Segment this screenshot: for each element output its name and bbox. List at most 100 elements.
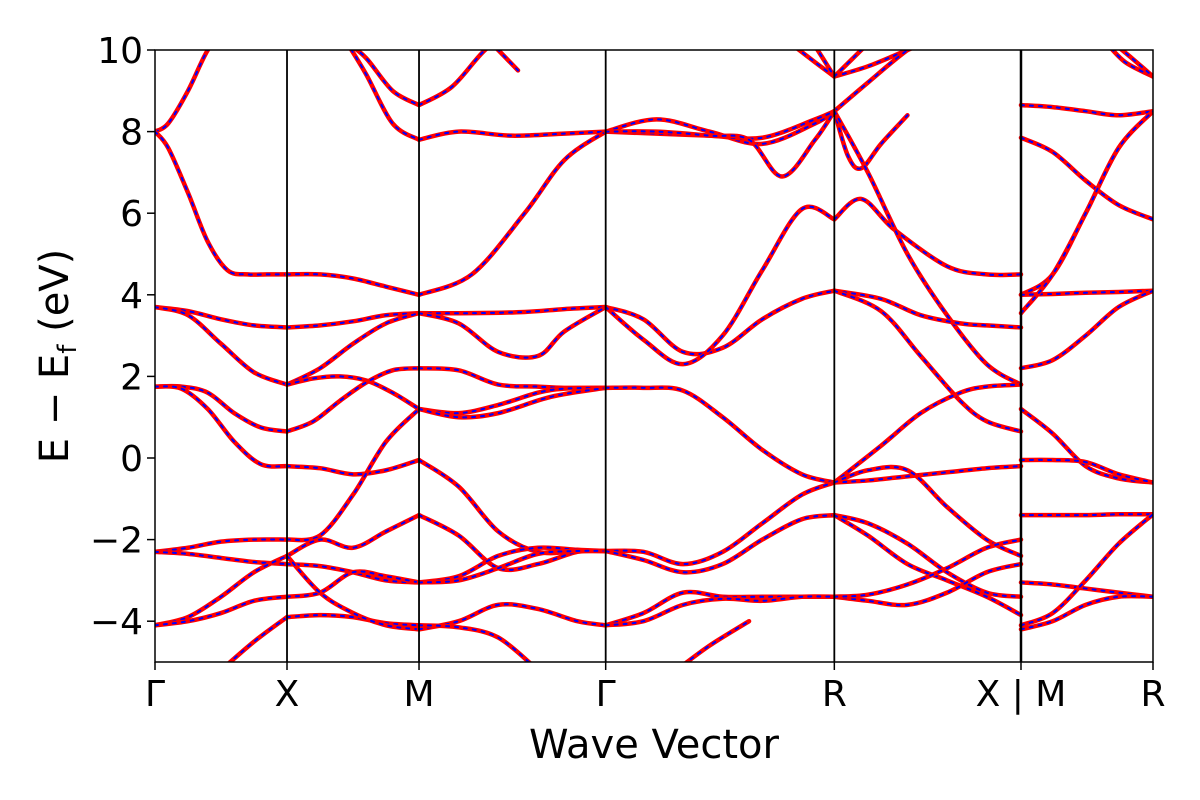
band-overlay-81 [1120,50,1153,78]
band-line-45 [603,385,837,485]
band-overlay-70 [1019,110,1153,296]
x-tick-label-5: X | M [976,674,1067,715]
band-overlay-6 [155,538,289,553]
band-overlay-5 [155,385,289,468]
band-lines [155,50,1153,662]
band-overlay-43 [604,289,836,356]
band-overlay-44 [604,205,836,366]
band-line-54 [832,50,865,79]
band-overlay-24 [350,50,421,141]
band-overlay-1 [155,130,289,276]
band-overlay-21 [286,614,421,627]
band-overlay-25 [418,50,487,107]
band-overlay-14 [286,375,421,411]
band-overlay-78 [1019,513,1153,627]
y-axis-label-subscript: f [53,344,83,354]
band-line-30 [416,365,608,391]
band-overlay-55 [833,110,909,170]
x-tick-label-0: Γ [145,674,165,715]
y-tick-label-5: 0 [120,439,143,480]
band-overlay-15 [286,367,421,433]
band-line-47 [603,512,837,575]
band-line-78 [1018,512,1153,628]
band-overlay-48 [604,591,836,627]
band-line-58 [832,108,1024,387]
band-overlay-54 [833,50,863,78]
band-overlay-58 [833,110,1022,386]
y-tick-label-2: 6 [120,194,143,235]
band-overlay-51 [797,50,836,78]
band-line-38 [416,623,533,662]
band-overlay-56 [833,50,910,113]
band-overlay-49 [604,595,836,627]
band-overlay-16 [286,459,421,476]
band-line-20 [284,569,422,599]
band-overlay-32 [418,386,607,419]
band-line-43 [603,288,837,357]
y-axis-label: E − Ef (eV) [32,249,83,464]
band-overlay-63 [833,466,1022,557]
band-line-55 [832,108,910,172]
band-overlay-10 [228,616,289,662]
band-overlay-72 [1019,110,1153,315]
band-overlay-62 [833,465,1022,484]
y-tick-label-3: 4 [120,276,143,317]
band-overlay-29 [418,306,607,359]
band-overlay-23 [355,50,421,107]
band-overlay-75 [1019,458,1153,484]
band-overlay-57 [833,197,1022,276]
band-overlay-12 [286,312,421,329]
band-line-69 [1018,135,1153,222]
y-tick-label-6: −2 [90,521,143,562]
band-line-50 [683,618,752,662]
band-overlay-46 [604,481,836,566]
band-overlay-2 [155,306,289,329]
x-tick-label-1: X [275,674,300,715]
x-tick-label-6: R [1140,674,1165,715]
band-overlay-26 [418,130,607,141]
y-tick-label-0: 10 [97,31,143,72]
band-line-74 [1018,406,1153,485]
x-tick-label-4: R [822,674,847,715]
kpoint-separators [286,50,1023,662]
band-overlay-59 [833,289,1022,329]
band-line-1 [155,129,290,277]
band-overlay-45 [604,386,836,484]
plot-frame [154,49,1154,663]
band-overlay-7 [155,550,289,566]
band-overlay-20 [286,570,421,598]
band-overlay-79 [1019,595,1153,631]
band-overlay-52 [816,50,836,78]
band-overlay-38 [418,624,531,662]
x-axis-ticks: Γ X M Γ R X | M R [145,662,1166,715]
band-overlay-60 [833,289,1022,433]
band-overlay-18 [286,514,421,557]
x-tick-label-3: Γ [596,674,616,715]
band-line-11 [284,271,422,298]
band-line-23 [353,50,422,108]
band-overlay-37 [418,603,607,631]
band-line-3 [155,304,290,387]
band-overlay-47 [604,514,836,574]
band-overlay-66 [833,563,1022,607]
band-overlay-31 [418,386,607,415]
y-tick-label-1: 8 [120,113,143,154]
x-axis-label: Wave Vector [529,722,780,768]
band-line-39 [495,50,521,73]
band-line-25 [416,50,489,108]
band-overlay-30 [418,367,607,389]
band-line-70 [1018,108,1153,298]
band-overlay-42 [604,110,836,178]
band-overlay-68 [1019,104,1153,117]
band-line-24 [348,50,422,143]
band-line-73 [1018,288,1153,371]
band-line-56 [832,50,912,114]
band-line-49 [603,594,837,628]
band-line-9 [155,594,290,628]
band-overlay-28 [418,306,607,315]
x-tick-label-2: M [403,674,434,715]
band-overlay-74 [1019,408,1153,484]
band-overlay-71 [1019,289,1153,296]
band-overlay-36 [418,549,607,584]
